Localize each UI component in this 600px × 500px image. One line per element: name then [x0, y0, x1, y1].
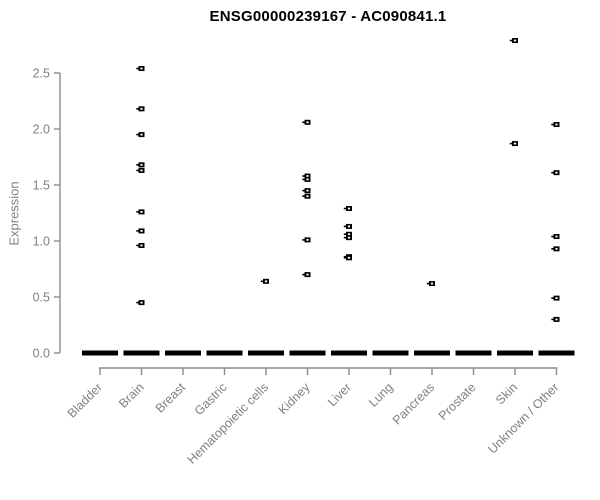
- data-point-core: [555, 297, 558, 300]
- data-point-serif: [551, 123, 554, 126]
- x-tick-label: Hematopoietic cells: [185, 380, 272, 467]
- data-point-core: [555, 123, 558, 126]
- data-point-serif: [136, 169, 139, 172]
- y-tick-label: 0.5: [33, 291, 50, 305]
- data-point-serif: [509, 39, 512, 42]
- data-point-core: [555, 235, 558, 238]
- data-point-core: [140, 107, 143, 110]
- data-point-core: [347, 207, 351, 210]
- data-point-core: [140, 230, 143, 232]
- data-point-serif: [302, 121, 305, 124]
- data-point-core: [306, 178, 309, 181]
- zero-expression-bar: [455, 350, 492, 356]
- data-point-core: [140, 169, 143, 172]
- data-point-core: [306, 238, 309, 241]
- data-point-core: [140, 301, 143, 304]
- data-point-serif: [343, 225, 346, 228]
- x-tick-label: Liver: [325, 380, 354, 409]
- y-tick-label: 2.5: [33, 67, 50, 81]
- x-tick-label: Bladder: [65, 380, 105, 420]
- zero-expression-bar: [82, 350, 118, 356]
- zero-expression-bar: [497, 350, 533, 356]
- data-point-core: [140, 244, 143, 247]
- data-point-serif: [426, 282, 429, 285]
- data-point-serif: [136, 301, 139, 304]
- zero-expression-bar: [331, 350, 367, 356]
- data-point-core: [555, 247, 558, 250]
- data-point-core: [306, 189, 309, 192]
- data-point-core: [513, 39, 517, 42]
- x-tick-label: Kidney: [276, 380, 313, 417]
- data-point-core: [347, 236, 351, 239]
- data-point-serif: [260, 280, 263, 283]
- data-point-core: [513, 142, 517, 145]
- zero-expression-bar: [538, 350, 575, 356]
- data-point-core: [140, 67, 143, 70]
- chart-title: ENSG00000239167 - AC090841.1: [209, 8, 447, 25]
- data-point-serif: [302, 175, 305, 177]
- x-tick-label: Lung: [366, 380, 396, 410]
- data-point-serif: [509, 142, 512, 145]
- data-point-serif: [302, 195, 305, 197]
- x-tick-label: Brain: [116, 380, 147, 411]
- y-tick-label: 2.0: [33, 123, 50, 137]
- data-point-serif: [136, 244, 139, 247]
- data-point-core: [555, 318, 558, 321]
- x-tick-label: Unknown / Other: [485, 380, 561, 456]
- data-point-core: [347, 233, 351, 236]
- data-point-core: [347, 225, 351, 228]
- data-point-core: [264, 280, 268, 283]
- data-point-serif: [343, 255, 346, 258]
- data-point-serif: [343, 207, 346, 210]
- data-point-serif: [551, 297, 554, 299]
- data-point-serif: [136, 211, 139, 213]
- data-point-serif: [136, 108, 139, 110]
- data-point-serif: [551, 235, 554, 238]
- zero-expression-bar: [165, 350, 201, 356]
- data-point-core: [140, 163, 143, 166]
- zero-expression-bar: [414, 350, 450, 356]
- x-tick-label: Gastric: [192, 380, 230, 418]
- data-point-core: [306, 121, 309, 124]
- zero-expression-bar: [206, 350, 243, 356]
- data-point-core: [140, 133, 143, 136]
- x-tick-label: Breast: [153, 380, 189, 416]
- x-tick-label: Skin: [493, 380, 520, 407]
- zero-expression-bar: [372, 350, 409, 356]
- data-point-serif: [302, 273, 305, 276]
- data-point-serif: [136, 67, 139, 70]
- zero-expression-bar: [289, 350, 326, 356]
- zero-expression-bar: [123, 350, 160, 356]
- data-point-serif: [343, 233, 346, 236]
- zero-expression-bar: [248, 350, 284, 356]
- data-point-serif: [136, 230, 139, 232]
- data-point-serif: [551, 248, 554, 250]
- data-point-serif: [551, 171, 554, 174]
- data-point-serif: [302, 189, 305, 192]
- data-point-core: [306, 175, 309, 177]
- data-point-serif: [343, 236, 346, 239]
- y-tick-label: 0.0: [33, 347, 50, 361]
- data-point-core: [140, 210, 143, 213]
- x-tick-label: Prostate: [436, 380, 479, 423]
- data-point-serif: [302, 178, 305, 181]
- data-point-serif: [302, 239, 305, 241]
- data-point-core: [430, 282, 434, 285]
- y-tick-label: 1.0: [33, 235, 50, 249]
- data-point-serif: [136, 164, 139, 166]
- data-point-core: [306, 273, 309, 276]
- data-point-serif: [136, 133, 139, 136]
- data-point-core: [306, 195, 309, 198]
- y-tick-label: 1.5: [33, 179, 50, 193]
- data-point-serif: [343, 257, 346, 259]
- x-tick-label: Pancreas: [390, 380, 437, 427]
- data-point-core: [555, 171, 558, 174]
- data-point-core: [347, 256, 351, 259]
- y-axis-label: Expression: [6, 181, 22, 246]
- data-point-serif: [551, 318, 554, 321]
